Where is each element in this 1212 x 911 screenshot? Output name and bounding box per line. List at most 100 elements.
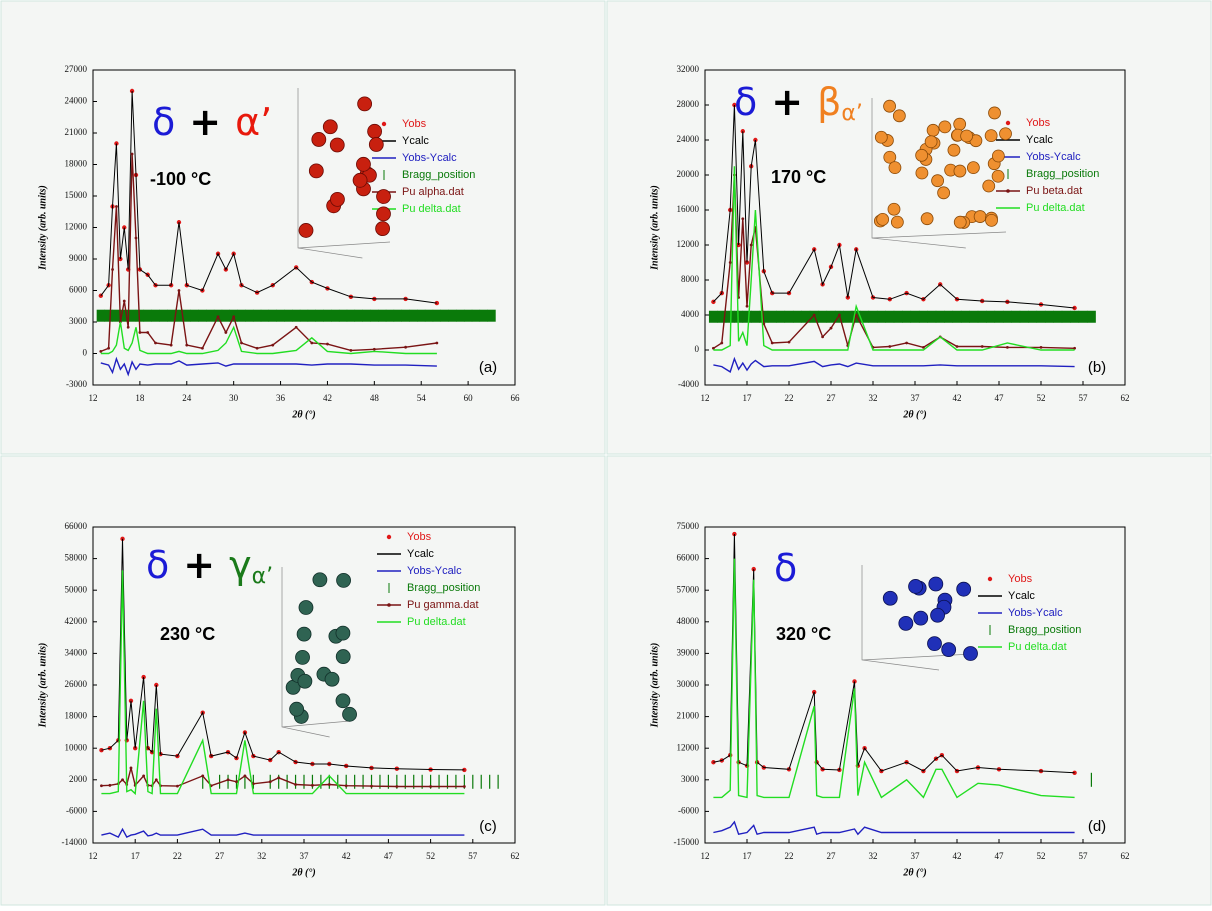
y-tick-label: 8000	[681, 274, 700, 284]
x-tick-label: 60	[464, 393, 474, 403]
crystal-atom	[356, 156, 371, 172]
x-tick-label: 52	[1037, 851, 1046, 861]
series-line	[100, 356, 437, 377]
crystal-atom	[329, 137, 345, 153]
phase-symbol: δ	[774, 546, 797, 590]
legend-label: Pu beta.dat	[1026, 185, 1082, 197]
phase-label: δ + βα’	[734, 80, 863, 127]
x-tick-label: 42	[342, 851, 351, 861]
crystal-cell	[281, 567, 351, 738]
phase-subscript: α’	[841, 101, 863, 126]
series-point	[720, 341, 724, 345]
series-point	[134, 236, 138, 240]
crystal-atom	[973, 210, 987, 223]
crystal-atom	[982, 179, 996, 193]
crystal-atom	[335, 693, 351, 709]
series-point	[108, 783, 112, 787]
series-point	[955, 345, 959, 348]
series-point	[235, 780, 238, 784]
crystal-atom	[308, 163, 324, 179]
x-tick-label: 12	[89, 851, 98, 861]
series-point	[326, 342, 329, 346]
series-point	[812, 313, 816, 317]
legend-label: Ycalc	[1008, 590, 1035, 602]
series-point	[888, 345, 892, 348]
x-tick-label: 12	[89, 393, 98, 403]
x-tick-label: 42	[323, 393, 332, 403]
phase-label: δ + γα’	[146, 543, 273, 590]
crystal-atom	[289, 701, 305, 717]
x-tick-label: 17	[743, 393, 753, 403]
phase-label: δ + α’	[152, 100, 272, 144]
phase-symbol: +	[771, 80, 803, 124]
legend-symbol	[387, 603, 391, 607]
y-tick-label: -6000	[678, 805, 699, 815]
series-point	[107, 346, 111, 350]
phase-label: δ	[774, 546, 797, 590]
series-point	[243, 774, 247, 778]
crystal-atom	[883, 150, 897, 164]
crystal-atom	[882, 590, 898, 606]
y-tick-label: 50000	[65, 584, 88, 594]
y-tick-label: 48000	[677, 616, 700, 626]
phase-symbol: δ	[734, 80, 757, 124]
series-point	[224, 331, 228, 334]
x-axis-label: 2θ (°)	[291, 867, 315, 878]
y-tick-label: 0	[695, 344, 700, 354]
x-tick-label: 36	[276, 393, 286, 403]
x-tick-label: 52	[426, 851, 435, 861]
y-tick-label: 21000	[65, 127, 88, 137]
x-tick-label: 62	[511, 851, 520, 861]
crystal-atom	[947, 143, 961, 157]
series-point	[277, 776, 281, 780]
series-point	[255, 346, 259, 350]
legend-label: Ycalc	[407, 548, 434, 560]
series-point	[741, 217, 745, 221]
series-line	[713, 533, 1075, 774]
crystal-atom	[908, 579, 923, 594]
legend-symbol	[386, 534, 392, 540]
series-point	[240, 341, 243, 345]
crystal-atom	[963, 646, 978, 661]
series-point	[1006, 345, 1009, 349]
phase-subscript: α’	[252, 564, 274, 589]
y-tick-label: 3000	[69, 316, 88, 326]
y-tick-label: 4000	[681, 309, 700, 319]
series-point	[327, 783, 331, 786]
phase-symbol: +	[189, 100, 221, 144]
series-point	[111, 268, 114, 271]
series-point	[154, 778, 158, 782]
x-tick-label: 27	[827, 393, 837, 403]
series-point	[980, 345, 984, 348]
series-point	[201, 774, 205, 778]
crystal-atom	[296, 626, 312, 642]
crystal-atom	[336, 573, 351, 588]
legend-symbol	[1005, 120, 1011, 126]
legend-label: Yobs	[402, 118, 427, 130]
x-tick-label: 30	[229, 393, 239, 403]
series-point	[395, 785, 399, 788]
legend-label: Yobs-Ycalc	[402, 152, 457, 164]
crystal-cell	[871, 98, 1007, 249]
panel-background	[606, 0, 1212, 455]
crystal-atom	[926, 123, 940, 137]
panel-label: (c)	[479, 818, 497, 835]
crystal-atom	[941, 642, 957, 658]
series-point	[740, 129, 745, 134]
y-tick-label: 15000	[65, 190, 88, 200]
series-line	[101, 570, 465, 796]
crystal-atom	[298, 223, 314, 238]
y-tick-label: -4000	[678, 379, 699, 389]
x-tick-label: 57	[468, 851, 478, 861]
crystal-atom	[928, 576, 944, 592]
y-tick-label: 26000	[65, 679, 88, 689]
series-point	[905, 341, 908, 345]
crystal-atom	[960, 129, 974, 143]
crystal-atom	[985, 213, 998, 227]
crystal-atom	[953, 117, 967, 131]
y-axis-label: Intensity (arb. units)	[37, 643, 48, 729]
series-point	[294, 783, 297, 786]
series-point	[185, 343, 189, 347]
series-line	[713, 820, 1075, 836]
legend-label: Pu delta.dat	[402, 203, 461, 215]
